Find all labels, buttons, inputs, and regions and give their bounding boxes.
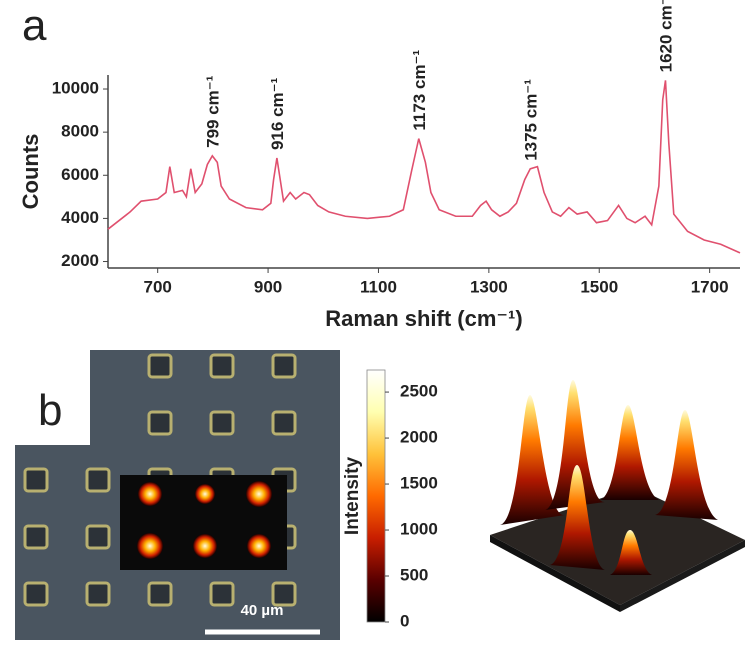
x-tick-label: 1100 <box>360 277 397 296</box>
colorbar-tick-label: 1000 <box>400 520 438 539</box>
surface-3d <box>490 380 745 612</box>
peak-annotation: 916 cm⁻¹ <box>268 77 287 150</box>
y-tick-label: 2000 <box>61 251 99 270</box>
well <box>147 353 173 379</box>
colorbar-tick-label: 2500 <box>400 382 438 401</box>
colorbar-tick-label: 2000 <box>400 428 438 447</box>
colorbar-tick-label: 1500 <box>400 474 438 493</box>
colorbar-tick-label: 500 <box>400 565 428 584</box>
well <box>209 581 235 607</box>
y-tick-label: 8000 <box>61 122 99 141</box>
well <box>147 410 173 436</box>
x-tick-label: 1700 <box>691 277 729 296</box>
well <box>209 353 235 379</box>
well <box>23 467 49 493</box>
panel-label-bg <box>15 350 90 445</box>
colorbar-label: Intensity <box>342 457 363 536</box>
well <box>271 353 297 379</box>
well <box>85 524 111 550</box>
y-tick-label: 10000 <box>52 79 99 98</box>
y-tick-label: 4000 <box>61 208 99 227</box>
colorbar <box>366 369 386 623</box>
microscope-image <box>15 350 340 640</box>
x-tick-label: 1300 <box>470 277 508 296</box>
panel-label: a <box>22 1 47 50</box>
peak-annotation: 799 cm⁻¹ <box>203 75 222 148</box>
colorbar-tick-label: 0 <box>400 611 409 630</box>
panel-label: b <box>38 386 62 435</box>
well <box>147 581 173 607</box>
well <box>23 581 49 607</box>
y-axis-label: Counts <box>18 134 43 210</box>
peak-annotation: 1375 cm⁻¹ <box>521 79 540 161</box>
y-tick-label: 6000 <box>61 165 99 184</box>
peak-annotation: 1173 cm⁻¹ <box>410 49 429 130</box>
well <box>85 581 111 607</box>
well <box>271 410 297 436</box>
spectrum-line <box>107 80 741 254</box>
scale-bar-label: 40 µm <box>241 602 284 619</box>
well <box>85 467 111 493</box>
well <box>23 524 49 550</box>
x-tick-label: 1500 <box>580 277 618 296</box>
well <box>271 581 297 607</box>
x-tick-label: 900 <box>254 277 282 296</box>
well <box>209 410 235 436</box>
peak-annotation: 1620 cm⁻¹ <box>656 0 675 72</box>
x-axis-label: Raman shift (cm⁻¹) <box>325 306 522 331</box>
x-tick-label: 700 <box>143 277 171 296</box>
